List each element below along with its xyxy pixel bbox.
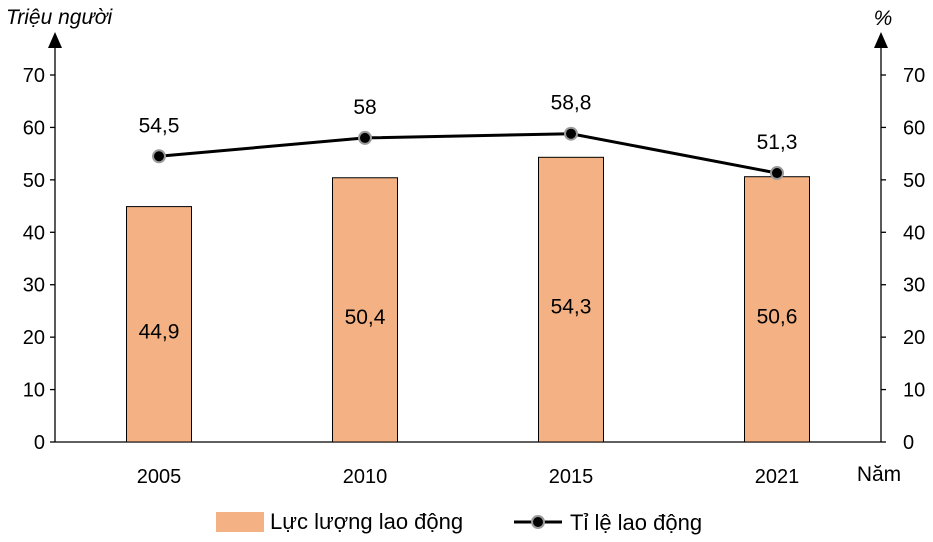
- left-tick-label: 0: [34, 432, 45, 454]
- left-axis-arrow-icon: [48, 32, 62, 48]
- legend-bar-label: Lực lượng lao động: [270, 509, 463, 534]
- x-axis-unit: Năm: [857, 463, 901, 486]
- line-marker: [152, 149, 166, 164]
- line-value-label: 51,3: [757, 131, 798, 154]
- right-axis-arrow-icon: [874, 32, 888, 48]
- left-tick-label: 70: [23, 65, 45, 87]
- line-value-label: 58,8: [551, 92, 592, 115]
- bar-value-label: 54,3: [551, 296, 592, 319]
- left-tick-label: 20: [23, 327, 45, 349]
- bar: [538, 156, 604, 443]
- x-tick-label: 2005: [137, 466, 182, 488]
- left-tick-label: 30: [23, 275, 45, 297]
- right-tick-label: 0: [903, 432, 914, 454]
- left-tick-label: 60: [23, 117, 45, 139]
- line-value-label: 58: [353, 96, 376, 119]
- bar-value-label: 50,4: [345, 306, 386, 329]
- left-tick-label: 40: [23, 222, 45, 244]
- x-tick-label: 2021: [755, 466, 800, 488]
- bar: [332, 177, 398, 443]
- x-tick-label: 2010: [343, 466, 388, 488]
- right-tick-label: 10: [903, 380, 925, 402]
- legend: Lực lượng lao động Tỉ lệ lao động: [216, 509, 702, 535]
- legend-bar-swatch: [216, 512, 264, 532]
- line-marker: [564, 126, 578, 141]
- bar-value-label: 44,9: [139, 320, 180, 343]
- axes: 0 0 10 10 20 20 30 30 40 40 50 50 60 60 70 70 Triệu ngườ…: [6, 6, 925, 488]
- left-axis-unit: Triệu người: [6, 6, 113, 29]
- bar: [744, 176, 810, 443]
- line-series: 54,5 58 58,8 51,3: [139, 92, 798, 181]
- bar-series: 44,9 50,4 54,3 50,6: [126, 156, 810, 443]
- line-marker: [770, 166, 784, 181]
- bar-value-label: 50,6: [757, 305, 798, 328]
- left-tick-label: 50: [23, 170, 45, 192]
- right-axis-unit: %: [874, 7, 893, 30]
- bar: [126, 206, 192, 443]
- right-tick-label: 50: [903, 170, 925, 192]
- right-tick-label: 30: [903, 275, 925, 297]
- right-tick-label: 70: [903, 65, 925, 87]
- legend-line-label: Tỉ lệ lao động: [570, 510, 702, 535]
- right-tick-label: 20: [903, 327, 925, 349]
- right-tick-label: 60: [903, 117, 925, 139]
- line-marker: [358, 130, 372, 145]
- x-tick-label: 2015: [549, 466, 594, 488]
- line-path: [158, 132, 778, 175]
- right-tick-label: 40: [903, 222, 925, 244]
- legend-line-marker: [531, 515, 545, 529]
- left-tick-label: 10: [23, 380, 45, 402]
- line-value-label: 54,5: [139, 114, 180, 137]
